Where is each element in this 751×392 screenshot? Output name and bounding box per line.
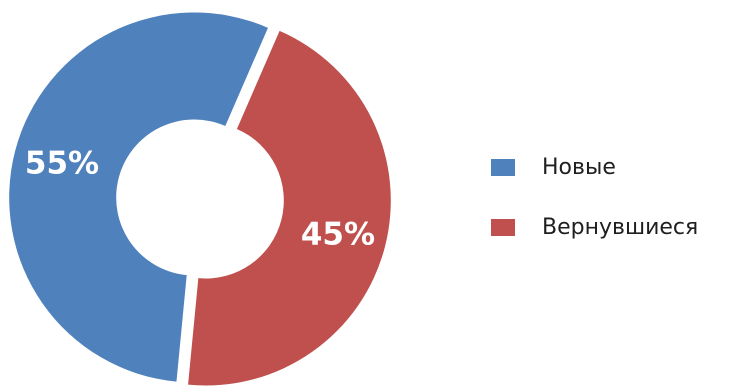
slice-returning[interactable]: [188, 30, 391, 386]
legend-swatch-returning: [491, 218, 515, 236]
legend-item-returning[interactable]: Вернувшиеся: [491, 210, 698, 244]
slice-label-returning: 45%: [301, 217, 375, 253]
chart-legend: Новые Вернувшиеся: [491, 150, 698, 270]
slice-new[interactable]: [9, 12, 268, 382]
legend-item-new[interactable]: Новые: [491, 150, 698, 184]
legend-label-new: Новые: [542, 154, 616, 180]
slice-label-new: 55%: [25, 145, 99, 181]
legend-label-returning: Вернувшиеся: [542, 214, 699, 240]
legend-swatch-new: [491, 158, 515, 176]
